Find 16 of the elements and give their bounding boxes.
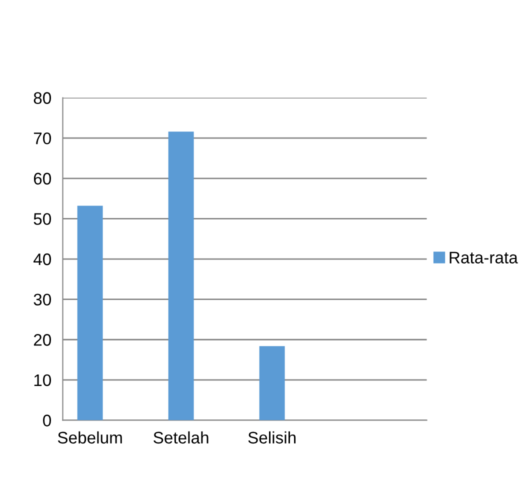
y-tick-label: 70 xyxy=(34,132,51,144)
x-tick-label: Selisih xyxy=(248,431,296,444)
bar xyxy=(259,346,285,420)
y-tick-label: 10 xyxy=(34,374,51,386)
y-tick-label: 40 xyxy=(33,253,51,266)
x-tick-label: Setelah xyxy=(154,431,208,444)
y-tick-label: 20 xyxy=(34,334,51,346)
x-tick-label: Sebelum xyxy=(58,431,122,444)
legend-label: Rata-rata xyxy=(450,252,518,264)
y-tick-label: 80 xyxy=(34,92,51,104)
y-tick-label: 30 xyxy=(34,294,51,306)
y-tick-label: 60 xyxy=(34,172,51,185)
y-tick-label: 0 xyxy=(43,414,51,426)
bar xyxy=(168,132,194,420)
bar xyxy=(77,206,103,420)
y-tick-label: 50 xyxy=(34,213,51,225)
